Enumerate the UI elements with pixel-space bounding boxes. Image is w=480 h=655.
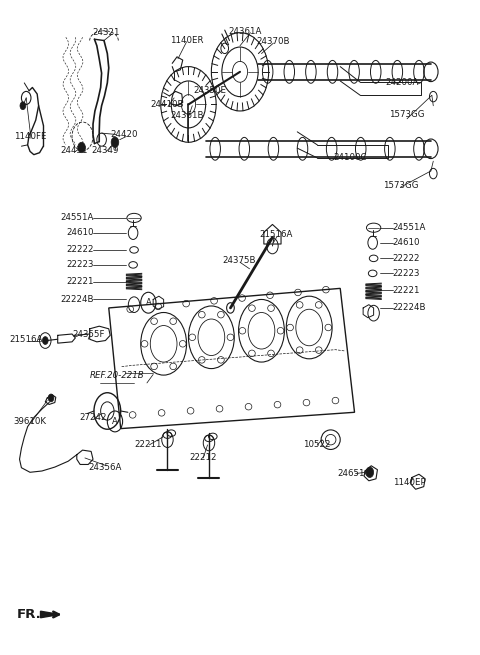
Text: 24551A: 24551A	[60, 214, 94, 223]
Text: 1573GG: 1573GG	[389, 111, 425, 119]
Circle shape	[48, 394, 54, 402]
Text: 22222: 22222	[66, 246, 94, 254]
Text: 24355F: 24355F	[72, 329, 105, 339]
Circle shape	[111, 137, 119, 147]
Polygon shape	[40, 611, 60, 618]
Text: 24610: 24610	[66, 229, 94, 237]
Text: 24610: 24610	[393, 238, 420, 247]
Text: 24410B: 24410B	[151, 100, 184, 109]
Text: A: A	[145, 298, 151, 307]
Text: 21516A: 21516A	[9, 335, 42, 345]
Text: 22224B: 22224B	[60, 295, 94, 304]
Text: 22223: 22223	[66, 261, 94, 269]
Text: 22212: 22212	[189, 453, 216, 462]
Text: 24100C: 24100C	[333, 153, 367, 162]
Circle shape	[366, 467, 373, 477]
Text: 22221: 22221	[66, 277, 94, 286]
Text: 24551A: 24551A	[393, 223, 426, 233]
Text: 10522: 10522	[302, 440, 330, 449]
Text: 27242: 27242	[79, 413, 107, 422]
Text: 24420: 24420	[111, 130, 138, 139]
Text: 24321: 24321	[93, 28, 120, 37]
Text: 22221: 22221	[393, 286, 420, 295]
Text: 24651C: 24651C	[338, 469, 372, 478]
Text: A: A	[112, 417, 118, 426]
Text: 1140ER: 1140ER	[170, 36, 204, 45]
Text: 1140EP: 1140EP	[393, 478, 426, 487]
Text: 24370B: 24370B	[257, 37, 290, 47]
Circle shape	[42, 337, 48, 345]
Text: 24356A: 24356A	[89, 462, 122, 472]
Text: 24361A: 24361A	[228, 27, 262, 36]
Text: 22224B: 22224B	[393, 303, 426, 312]
Text: 22223: 22223	[393, 269, 420, 278]
Circle shape	[20, 102, 26, 109]
Text: 21516A: 21516A	[259, 231, 292, 239]
Text: 24200A: 24200A	[385, 78, 419, 86]
Text: 1140FE: 1140FE	[14, 132, 46, 141]
Text: 24431: 24431	[60, 145, 88, 155]
Text: REF.20-221B: REF.20-221B	[90, 371, 144, 380]
Text: 22211: 22211	[134, 440, 162, 449]
Text: 24361B: 24361B	[171, 111, 204, 120]
Circle shape	[78, 142, 85, 153]
Text: 24350E: 24350E	[193, 86, 227, 94]
Text: 24375B: 24375B	[222, 257, 256, 265]
Text: 22222: 22222	[393, 254, 420, 263]
Text: 1573GG: 1573GG	[383, 181, 418, 190]
Text: FR.: FR.	[17, 608, 41, 621]
Text: 24349: 24349	[92, 145, 119, 155]
Text: 39610K: 39610K	[13, 417, 47, 426]
